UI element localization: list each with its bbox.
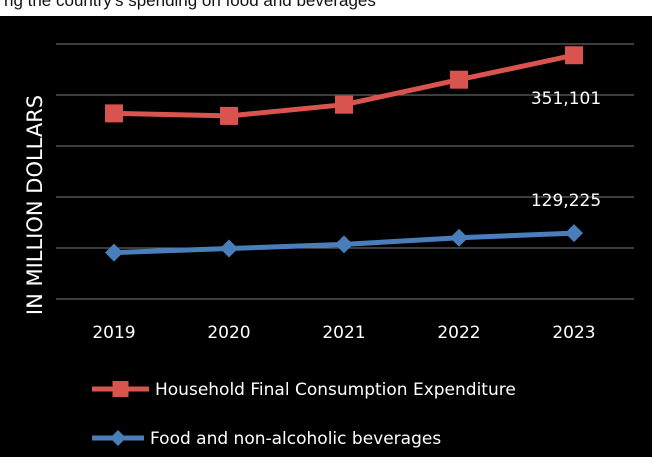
data-point-diamond: [220, 239, 238, 258]
data-label: 351,101: [531, 89, 601, 109]
data-point-square: [450, 70, 468, 89]
data-label: 129,225: [531, 191, 601, 211]
legend-marker-diamond: [110, 430, 126, 446]
x-tick-label: 2019: [92, 323, 135, 343]
legend-label: Food and non-alcoholic beverages: [150, 429, 441, 449]
data-point-square: [220, 106, 238, 125]
header-text: ng the country's spending on food and be…: [4, 0, 376, 10]
x-tick-label: 2020: [207, 323, 250, 343]
x-tick-label: 2022: [437, 323, 480, 343]
legend-marker-square: [112, 381, 129, 397]
header-strip: ng the country's spending on food and be…: [0, 0, 652, 18]
data-point-square: [105, 104, 123, 123]
legend-label: Household Final Consumption Expenditure: [155, 380, 516, 400]
data-point-diamond: [450, 228, 468, 247]
data-point-diamond: [105, 243, 123, 262]
data-point-diamond: [335, 235, 353, 254]
data-labels: 351,101 129,225: [531, 89, 601, 211]
legend: Household Final Consumption Expenditure F…: [92, 380, 516, 449]
data-point-square: [335, 95, 353, 114]
data-point-square: [565, 46, 583, 65]
x-tick-label: 2021: [322, 323, 365, 343]
series-layer: [105, 46, 583, 262]
x-tick-labels: 2019 2020 2021 2022 2023: [92, 323, 595, 343]
data-point-diamond: [565, 224, 583, 243]
chart-background: [0, 18, 652, 457]
x-tick-label: 2023: [552, 323, 595, 343]
y-axis-label: IN MILLION DOLLARS: [23, 95, 47, 315]
